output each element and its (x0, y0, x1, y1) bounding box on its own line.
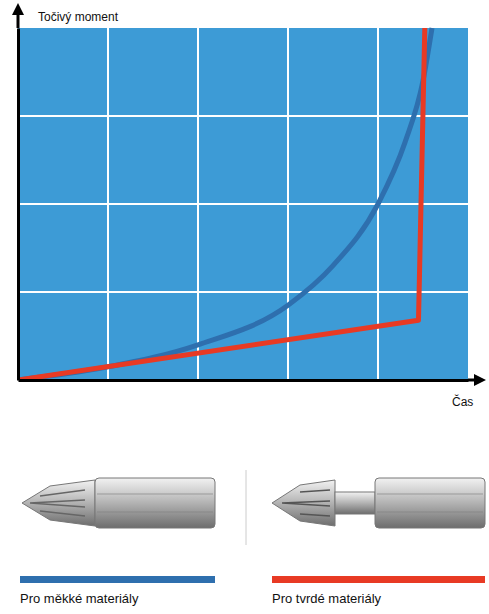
bit-edge (377, 512, 483, 513)
bit-shank (95, 478, 215, 528)
bit-tip (22, 480, 95, 526)
legend-label: Pro tvrdé materiály (272, 591, 382, 606)
chart: Točivý moment Čas Pro měkké materiály Pro t… (0, 0, 489, 614)
legend-swatch (20, 576, 215, 583)
y-axis (18, 29, 20, 381)
axis-line (19, 379, 469, 382)
axis-arrow (474, 374, 486, 386)
legend-label: Pro měkké materiály (20, 591, 139, 606)
grid (18, 28, 468, 380)
bit-groove (30, 490, 85, 516)
bit-edge (97, 512, 213, 513)
line (18, 28, 432, 380)
series-group (18, 28, 432, 380)
x-axis (19, 380, 469, 382)
bit-edge (97, 494, 213, 495)
bit-groove (282, 490, 330, 516)
bit-images (22, 478, 485, 528)
bit-tip (272, 480, 335, 526)
grid-line (18, 291, 468, 293)
legend-swatch (272, 576, 485, 583)
grid-line (18, 203, 468, 205)
bit-edge (377, 494, 483, 495)
legend: Pro měkké materiály Pro tvrdé materiály (20, 576, 485, 606)
line (18, 28, 425, 380)
x-axis-title: Čas (452, 394, 473, 409)
bit-neck (335, 492, 375, 514)
y-axis-title: Točivý moment (38, 10, 119, 24)
bit-shank (375, 478, 485, 528)
divider (246, 470, 247, 545)
axis-arrow (12, 3, 24, 15)
plot-area (18, 28, 468, 380)
grid-line (18, 115, 468, 117)
axis-line (17, 29, 20, 381)
